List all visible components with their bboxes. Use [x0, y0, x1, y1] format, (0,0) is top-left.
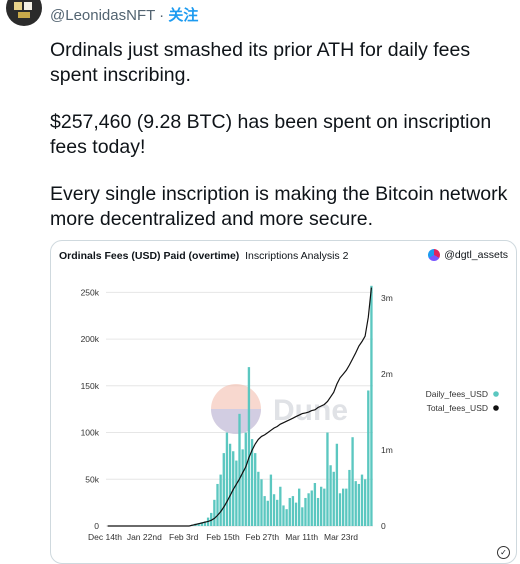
x-tick-label: Mar 23rd — [324, 532, 358, 542]
bar — [341, 488, 345, 526]
bar — [316, 497, 320, 526]
user-handle[interactable]: @LeonidasNFT — [50, 7, 155, 24]
bar — [260, 479, 263, 526]
bar — [225, 432, 229, 526]
bar — [310, 490, 313, 526]
bar — [332, 471, 335, 526]
bar — [257, 471, 260, 526]
y2-tick-label: 1m — [381, 445, 393, 455]
bar — [266, 500, 269, 526]
bar — [235, 460, 238, 526]
bar — [357, 483, 361, 526]
y-tick-label: 200k — [81, 334, 100, 344]
legend-dot — [493, 391, 499, 397]
bar — [200, 522, 203, 526]
y2-tick-label: 2m — [381, 369, 393, 379]
author-name: @dgtl_assets — [444, 249, 508, 261]
x-tick-label: Feb 15th — [206, 532, 240, 542]
bar — [238, 413, 241, 526]
bar — [301, 507, 304, 526]
legend-label: Total_fees_USD — [427, 403, 488, 413]
legend-label: Daily_fees_USD — [426, 389, 488, 399]
bar — [348, 469, 351, 526]
bar — [363, 479, 367, 526]
y-tick-label: 100k — [81, 428, 100, 438]
bar — [228, 443, 232, 526]
chart-author[interactable]: @dgtl_assets — [428, 249, 508, 261]
follow-button[interactable]: 关注 — [168, 7, 199, 24]
bar — [360, 474, 364, 526]
bar — [351, 437, 354, 526]
y2-tick-label: 3m — [381, 293, 393, 303]
bar — [279, 486, 282, 526]
user-handle-row: @LeonidasNFT · 关注 — [50, 4, 198, 25]
watermark-logo-half — [211, 409, 261, 434]
bar — [272, 494, 276, 526]
bar — [367, 390, 370, 526]
bar — [291, 496, 295, 526]
bar — [222, 453, 225, 526]
bar — [335, 443, 339, 526]
y-tick-label: 150k — [81, 381, 100, 391]
bar — [320, 486, 323, 526]
bar — [307, 493, 310, 526]
avatar[interactable] — [6, 0, 42, 26]
separator: · — [155, 7, 169, 24]
verified-check-icon: ✓ — [497, 546, 510, 559]
author-avatar-icon — [428, 249, 441, 261]
bar — [329, 465, 332, 526]
bar — [244, 432, 247, 526]
bar — [313, 483, 317, 526]
bar — [250, 439, 254, 526]
bar — [247, 367, 251, 526]
y-tick-label: 50k — [85, 474, 99, 484]
tweet-paragraph: Every single inscription is making the B… — [50, 183, 508, 230]
bar — [288, 497, 291, 526]
bar — [197, 523, 200, 526]
bar — [203, 521, 207, 526]
bar — [276, 499, 279, 526]
bar — [210, 512, 213, 526]
bar — [338, 493, 342, 526]
bar — [345, 488, 348, 526]
bar — [285, 509, 288, 526]
total-fees-line — [107, 287, 372, 527]
chart-card[interactable]: Ordinals Fees (USD) Paid (overtime) Insc… — [50, 240, 517, 564]
chart-title-bold: Ordinals Fees (USD) Paid (overtime) — [59, 250, 240, 262]
y-tick-label: 0 — [94, 521, 99, 531]
bar — [304, 497, 307, 526]
bar — [323, 488, 326, 526]
bar — [298, 488, 301, 526]
tweet-paragraph: Ordinals just smashed its prior ATH for … — [50, 39, 471, 86]
bar — [263, 496, 266, 526]
tweet-header: @LeonidasNFT · 关注 — [0, 0, 520, 26]
bar — [216, 483, 219, 526]
bar — [254, 453, 257, 526]
legend-dot — [493, 405, 499, 411]
y2-tick-label: 0 — [381, 521, 386, 531]
bar — [294, 502, 298, 526]
bar — [241, 449, 244, 526]
x-tick-label: Feb 3rd — [169, 532, 199, 542]
y-tick-label: 250k — [81, 287, 100, 297]
tweet-paragraph: $257,460 (9.28 BTC) has been spent on in… — [50, 111, 492, 158]
bar — [326, 432, 329, 526]
bar — [269, 474, 273, 526]
x-tick-label: Dec 14th — [88, 532, 122, 542]
bar — [282, 505, 285, 526]
x-tick-label: Jan 22nd — [127, 532, 162, 542]
bar — [213, 499, 216, 526]
tweet-text: Ordinals just smashed its prior ATH for … — [50, 38, 515, 254]
chart-subtitle: Inscriptions Analysis 2 — [245, 250, 349, 262]
bar — [354, 481, 357, 526]
bar — [219, 474, 222, 526]
chart-title: Ordinals Fees (USD) Paid (overtime) Insc… — [59, 250, 348, 262]
bar — [370, 285, 373, 526]
x-tick-label: Feb 27th — [246, 532, 280, 542]
x-tick-label: Mar 11th — [285, 532, 318, 542]
